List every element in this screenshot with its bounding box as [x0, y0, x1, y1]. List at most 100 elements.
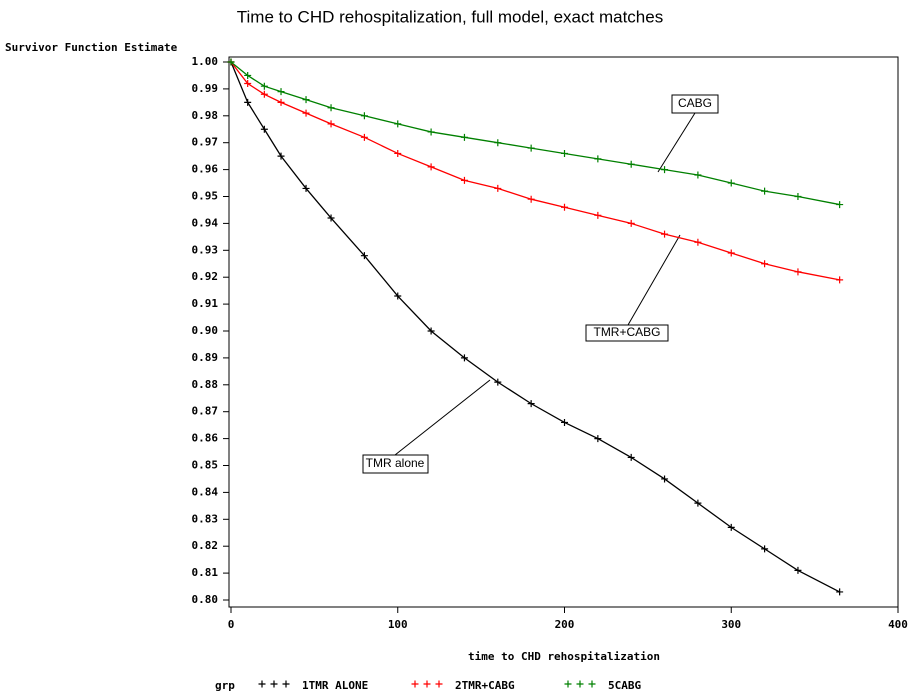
annotation: CABG — [678, 96, 712, 110]
point — [260, 90, 268, 98]
point — [661, 475, 669, 483]
annotation-leader — [657, 112, 696, 173]
x-tick-label: 0 — [228, 618, 235, 631]
point — [327, 120, 335, 128]
y-tick-label: 0.88 — [192, 378, 219, 391]
point — [661, 230, 669, 238]
y-tick-label: 0.89 — [192, 351, 219, 364]
point — [277, 98, 285, 106]
legend-marker — [258, 680, 266, 688]
point — [661, 166, 669, 174]
point — [394, 292, 402, 300]
point — [527, 195, 535, 203]
point — [794, 193, 802, 200]
annotation-box — [585, 324, 669, 342]
chart-title: Time to CHD rehospitalization, full mode… — [237, 7, 663, 26]
point — [244, 71, 252, 79]
legend-marker — [411, 680, 419, 688]
point — [302, 184, 310, 192]
legend-label: 5CABG — [608, 679, 641, 692]
point — [594, 211, 602, 219]
annotation-leader — [627, 234, 681, 326]
point — [494, 139, 502, 147]
annotation: TMR alone — [366, 456, 425, 470]
legend-label: 2TMR+CABG — [455, 679, 515, 692]
annotation-leader — [394, 379, 491, 456]
legend-marker — [588, 680, 596, 688]
series-line — [230, 61, 840, 281]
point — [694, 238, 702, 246]
point — [260, 125, 268, 133]
y-tick-label: 0.98 — [192, 109, 219, 122]
point — [427, 128, 435, 136]
point — [427, 163, 435, 171]
y-tick-label: 0.95 — [192, 190, 219, 203]
point — [244, 98, 252, 106]
point — [561, 418, 568, 426]
series-line — [230, 61, 840, 206]
point — [360, 112, 368, 120]
point — [277, 152, 285, 160]
point — [627, 160, 635, 168]
point — [260, 82, 268, 90]
point — [794, 566, 802, 574]
annotation-box — [362, 454, 429, 474]
y-tick-label: 0.94 — [192, 216, 219, 229]
point — [627, 219, 635, 227]
y-tick-label: 0.92 — [192, 270, 219, 283]
y-tick-label: 0.96 — [192, 163, 219, 176]
point — [327, 214, 335, 222]
point — [360, 252, 368, 260]
x-tick-label: 100 — [388, 618, 408, 631]
y-tick-label: 0.90 — [192, 324, 219, 337]
point — [394, 120, 402, 128]
y-tick-label: 0.87 — [192, 405, 219, 418]
y-axis-label: Survivor Function Estimate — [5, 41, 178, 54]
y-tick-label: 0.97 — [192, 136, 219, 149]
point — [761, 545, 769, 553]
point — [302, 109, 310, 117]
plot-frame — [228, 56, 899, 608]
point — [227, 58, 235, 66]
y-tick-label: 0.80 — [192, 593, 219, 606]
annotation-box — [671, 94, 719, 114]
point — [460, 354, 468, 362]
point — [277, 88, 285, 96]
point — [561, 203, 568, 211]
point — [727, 179, 735, 187]
x-tick-label: 300 — [721, 618, 741, 631]
y-tick-label: 0.81 — [192, 566, 219, 579]
point — [360, 133, 368, 141]
annotation: TMR+CABG — [593, 325, 660, 339]
legend-label: 1TMR ALONE — [302, 679, 368, 692]
legend-marker — [282, 680, 290, 688]
legend-marker — [576, 680, 584, 688]
point — [836, 276, 844, 284]
y-tick-label: 0.82 — [192, 539, 219, 552]
point — [460, 176, 468, 184]
y-tick-label: 0.86 — [192, 432, 219, 445]
y-tick-label: 0.85 — [192, 459, 219, 472]
point — [761, 260, 769, 268]
point — [527, 400, 535, 408]
point — [394, 149, 402, 157]
point — [627, 453, 635, 461]
series-line — [230, 61, 840, 593]
point — [727, 523, 735, 531]
point — [494, 378, 502, 386]
point — [794, 268, 802, 276]
legend-title: grp — [215, 679, 235, 692]
x-tick-label: 400 — [888, 618, 908, 631]
point — [836, 588, 844, 596]
y-tick-label: 0.84 — [192, 485, 219, 498]
point — [594, 155, 602, 163]
legend-marker — [423, 680, 431, 688]
point — [302, 96, 310, 104]
point — [494, 184, 502, 192]
point — [727, 249, 735, 257]
y-tick-label: 0.93 — [192, 243, 219, 256]
legend-marker — [564, 680, 572, 688]
point — [327, 104, 335, 112]
point — [244, 80, 252, 88]
